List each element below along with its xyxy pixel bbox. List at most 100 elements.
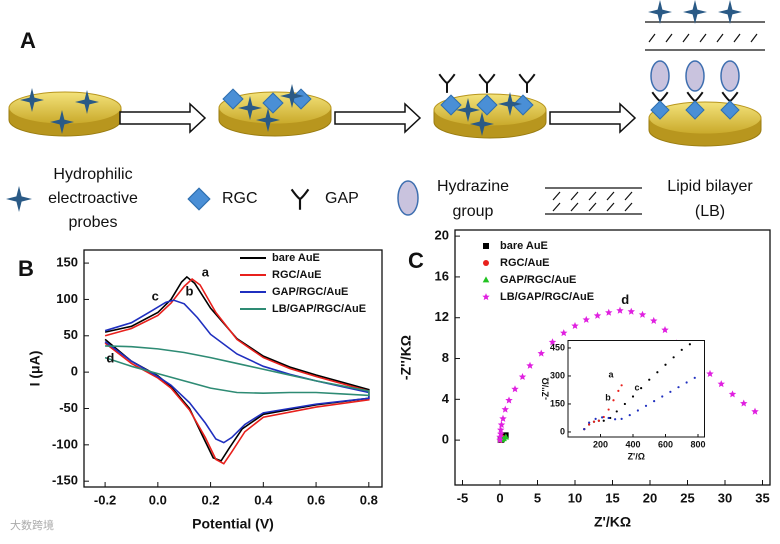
point: [501, 405, 509, 413]
point: [482, 276, 490, 283]
y-tick-label: 0: [560, 426, 565, 436]
x-axis-label: Z'/Ω: [628, 451, 645, 461]
point: [631, 395, 635, 398]
point: [623, 402, 626, 406]
cv-curve: [104, 345, 370, 397]
x-tick-label: 10: [568, 490, 582, 505]
point: [597, 419, 600, 422]
point: [496, 433, 504, 441]
annotation: a: [609, 369, 615, 379]
point: [628, 414, 631, 417]
legend-text: probes: [69, 214, 118, 231]
y-tick-label: 100: [56, 291, 78, 306]
legend-text: Lipid bilayer: [667, 178, 753, 195]
point: [680, 348, 683, 351]
legend-label: LB/GAP/RGC/AuE: [272, 303, 366, 315]
inset-background: [568, 340, 705, 437]
point: [677, 386, 680, 389]
point: [593, 311, 602, 319]
x-tick-label: 0.2: [202, 492, 220, 507]
y-tick-label: -50: [59, 400, 78, 415]
legend-label: GAP/RGC/AuE: [500, 274, 576, 286]
x-tick-label: 200: [593, 439, 608, 449]
y-tick-label: 50: [64, 327, 78, 342]
point: [688, 343, 691, 346]
gap: [478, 73, 496, 94]
point: [511, 385, 519, 393]
point: [648, 378, 651, 381]
point: [496, 436, 504, 444]
point: [664, 363, 667, 366]
point: [614, 418, 617, 421]
x-tick-label: 0.4: [254, 492, 273, 507]
point: [615, 410, 618, 413]
point: [661, 395, 664, 398]
x-tick-label: 0.8: [360, 492, 378, 507]
y-axis-label: -Z''/Ω: [540, 378, 550, 401]
point: [588, 423, 591, 426]
annotation: c: [152, 289, 159, 304]
point: [627, 307, 635, 315]
point: [609, 416, 612, 420]
hydrazine: [650, 60, 670, 92]
chart: -0.2 0.0 0.2 0.4 0.6 0.8 -150 -100 -50 0 50 100 150 a…: [18, 249, 383, 532]
y-tick-label: -150: [52, 473, 78, 488]
x-tick-label: 0: [496, 490, 503, 505]
annotation: b: [186, 284, 194, 299]
legend-text: group: [453, 203, 494, 220]
gap: [438, 73, 456, 94]
point: [592, 420, 596, 423]
point: [571, 321, 579, 330]
x-tick-label: 400: [625, 439, 640, 449]
watermark: 大数跨境: [10, 518, 54, 532]
point: [482, 293, 490, 301]
legend-icon: [290, 188, 310, 211]
point: [672, 356, 675, 359]
x-tick-label: -0.2: [94, 492, 116, 507]
point: [526, 361, 534, 369]
point: [685, 381, 688, 384]
annotation: b: [605, 392, 611, 402]
point: [620, 384, 623, 387]
panel-a: A: [6, 0, 765, 231]
arrow: [549, 102, 637, 134]
y-tick-label: 0: [71, 364, 78, 379]
legend-text: RGC: [222, 190, 258, 207]
point: [616, 306, 624, 314]
legend-icon: [545, 187, 642, 215]
point: [583, 428, 586, 431]
legend-icon: [187, 187, 211, 211]
point: [617, 389, 620, 392]
y-tick-label: 8: [442, 350, 449, 365]
point: [636, 409, 639, 412]
x-tick-label: 25: [680, 490, 694, 505]
axes-frame: [567, 340, 705, 438]
point: [594, 417, 597, 420]
legend-label: LB/GAP/RGC/AuE: [500, 291, 594, 303]
y-tick-label: 0: [442, 432, 449, 447]
point: [483, 243, 489, 249]
point: [661, 326, 669, 334]
point: [588, 421, 591, 424]
point: [605, 308, 613, 316]
y-tick-label: 150: [550, 398, 565, 408]
point: [502, 433, 510, 440]
annotation: d: [106, 350, 114, 365]
point: [638, 310, 647, 318]
x-tick-label: 20: [643, 490, 657, 505]
chart: 200 400 600 800 0 150 300 450 a b c Z'/Ω -Z''/Ω: [540, 340, 706, 461]
point: [602, 419, 605, 422]
panel-label: B: [18, 256, 34, 281]
x-tick-label: -5: [457, 490, 469, 505]
probe: [718, 0, 742, 24]
gap: [518, 73, 536, 94]
hydrazine: [685, 60, 705, 92]
point: [693, 376, 696, 379]
x-axis-label: Potential (V): [192, 516, 274, 532]
point: [560, 329, 568, 337]
legend-text: electroactive: [48, 190, 138, 207]
point: [653, 400, 656, 403]
point: [717, 380, 725, 388]
x-tick-label: 15: [605, 490, 619, 505]
